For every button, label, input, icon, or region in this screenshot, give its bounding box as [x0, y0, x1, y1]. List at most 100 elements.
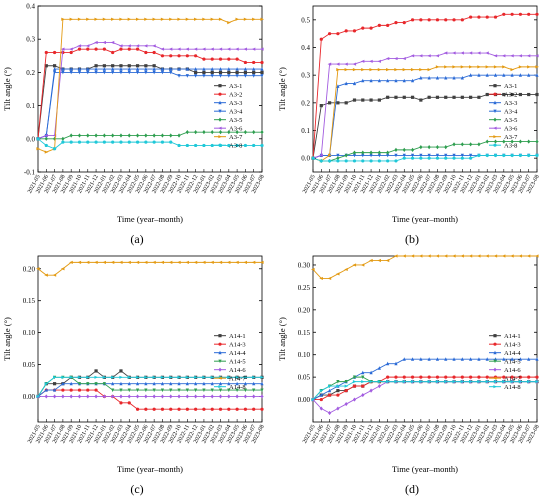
- data-point-A3-7: [435, 65, 440, 69]
- data-point-A14-8: [535, 380, 539, 384]
- data-point-A3-1: [510, 92, 514, 97]
- data-point-A3-4: [352, 153, 357, 158]
- data-point-A3-1: [127, 64, 131, 68]
- legend-label-A14-4: A14-4: [229, 350, 246, 357]
- data-point-A3-1: [527, 92, 531, 97]
- data-point-A14-4: [435, 357, 440, 361]
- data-point-A14-8: [419, 380, 423, 384]
- data-point-A3-8: [402, 156, 406, 160]
- data-point-A3-5: [227, 130, 231, 135]
- data-point-A3-4: [460, 153, 464, 158]
- data-point-A14-6: [327, 410, 332, 416]
- data-point-A3-6: [218, 47, 223, 51]
- data-point-A14-7: [352, 263, 357, 267]
- data-point-A14-4: [460, 357, 464, 361]
- data-point-A14-3: [469, 375, 473, 379]
- data-point-A14-7: [243, 260, 248, 264]
- data-point-A3-4: [135, 70, 140, 75]
- data-point-A3-7: [94, 17, 99, 21]
- data-point-A3-3: [510, 73, 514, 77]
- data-point-A14-3: [69, 388, 73, 392]
- data-point-A14-8: [243, 375, 248, 379]
- data-point-A14-5: [94, 382, 98, 386]
- legend-label-A14-6: A14-6: [504, 367, 521, 374]
- legend-label-A14-3: A14-3: [229, 342, 246, 349]
- data-point-A14-4: [218, 381, 223, 386]
- data-point-A3-2: [227, 57, 231, 61]
- data-point-A3-4: [435, 153, 440, 158]
- legend-marker-A3-7: [218, 135, 222, 139]
- data-point-A3-7: [419, 68, 423, 72]
- data-point-A14-8: [160, 375, 165, 379]
- data-point-A14-4: [477, 357, 481, 361]
- data-point-A3-8: [252, 143, 256, 148]
- legend-label-A14-8: A14-8: [229, 384, 246, 391]
- data-point-A3-7: [135, 17, 140, 21]
- data-point-A14-3: [452, 375, 456, 379]
- data-point-A3-8: [311, 156, 315, 160]
- legend-marker-A14-5: [493, 359, 497, 364]
- data-point-A3-2: [235, 57, 239, 61]
- data-point-A3-6: [518, 54, 523, 58]
- data-point-A14-1: [336, 388, 340, 393]
- data-point-A3-5: [518, 139, 523, 144]
- y-axis-label: Tilt angle (°): [277, 317, 287, 361]
- legend-marker-A14-3: [493, 342, 497, 346]
- data-point-A14-7: [369, 258, 373, 263]
- data-point-A3-3: [77, 67, 82, 71]
- data-point-A3-5: [177, 133, 181, 138]
- data-point-A3-5: [435, 145, 440, 150]
- data-point-A14-5: [111, 388, 115, 393]
- y-tick-label: 0.15: [298, 329, 311, 337]
- data-point-A3-2: [377, 23, 381, 27]
- data-point-A3-2: [427, 18, 431, 22]
- data-point-A14-5: [194, 388, 198, 393]
- legend-marker-A3-4: [493, 109, 497, 114]
- data-point-A14-8: [152, 375, 157, 379]
- data-point-A3-6: [327, 62, 332, 66]
- data-point-A3-1: [352, 98, 357, 102]
- data-point-A14-7: [110, 260, 115, 264]
- data-point-A14-8: [402, 380, 407, 384]
- data-point-A14-8: [527, 380, 531, 384]
- data-point-A3-4: [419, 153, 423, 158]
- data-point-A14-7: [118, 260, 123, 264]
- series-A3-7: [311, 65, 539, 163]
- data-point-A3-6: [460, 51, 464, 55]
- data-point-A14-8: [502, 380, 506, 384]
- data-point-A14-5: [160, 388, 165, 393]
- data-point-A14-8: [252, 375, 256, 379]
- data-point-A3-4: [444, 153, 448, 158]
- y-axis-label: Tilt angle (°): [277, 67, 287, 111]
- data-point-A14-8: [510, 380, 515, 384]
- legend-label-A3-8: A3-8: [229, 143, 242, 150]
- data-point-A14-6: [185, 394, 189, 399]
- data-point-A14-7: [168, 260, 173, 264]
- data-point-A3-8: [86, 140, 90, 144]
- data-point-A3-6: [143, 44, 148, 48]
- data-point-A3-7: [361, 68, 365, 72]
- data-point-A14-4: [202, 381, 206, 386]
- x-axis-label: Time (year–month): [392, 214, 458, 224]
- data-point-A3-8: [135, 140, 140, 144]
- y-tick-label: 0.20: [23, 265, 36, 273]
- data-point-A14-7: [468, 254, 473, 258]
- series-line-A3-2: [37, 48, 262, 139]
- data-point-A14-5: [344, 380, 348, 384]
- data-point-A3-3: [527, 73, 531, 77]
- data-point-A3-8: [44, 143, 48, 148]
- data-point-A3-8: [77, 140, 82, 144]
- data-point-A3-7: [327, 153, 332, 157]
- data-point-A3-7: [344, 68, 349, 72]
- data-point-A3-1: [119, 64, 123, 68]
- data-point-A14-5: [152, 388, 156, 393]
- data-point-A3-4: [102, 70, 106, 75]
- data-point-A14-8: [327, 384, 332, 388]
- y-tick-label: 0.25: [298, 284, 311, 292]
- data-point-A14-5: [185, 388, 189, 393]
- data-point-A14-3: [77, 388, 82, 392]
- data-point-A3-2: [260, 60, 264, 65]
- data-point-A14-4: [502, 357, 506, 361]
- data-point-A3-5: [77, 133, 82, 138]
- legend-marker-A14-7: [493, 376, 497, 380]
